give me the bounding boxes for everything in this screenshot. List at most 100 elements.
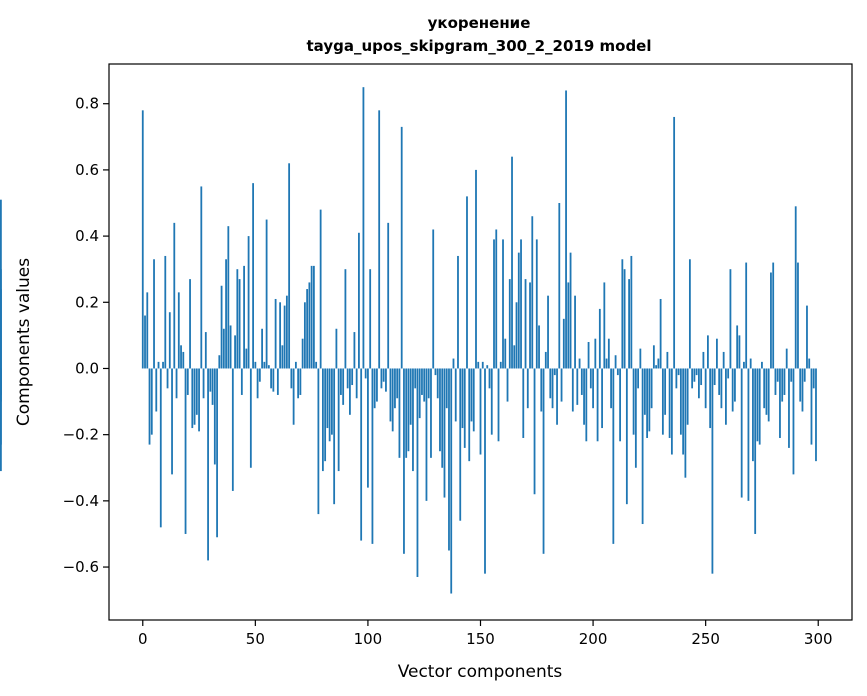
bar-226: [650, 368, 653, 409]
bar-64: [285, 295, 288, 369]
bar-63: [283, 305, 286, 369]
bar-166: [515, 302, 518, 369]
bar-232: [664, 368, 667, 415]
bar-203: [598, 308, 601, 369]
bar-116: [403, 368, 405, 554]
bar-141: [459, 368, 462, 521]
bar-140: [457, 255, 459, 369]
bar-61: [279, 302, 282, 369]
bar-206: [605, 358, 608, 369]
bar-213: [621, 259, 624, 369]
bar-201: [594, 338, 597, 369]
bar-280: [772, 262, 775, 369]
bar-156: [493, 239, 495, 369]
bar-189: [567, 282, 570, 369]
bar-101: [369, 269, 372, 369]
y-tick-label: 0.2: [75, 293, 99, 311]
bar-112: [394, 368, 396, 409]
bar-221: [639, 348, 642, 369]
bar-148: [475, 169, 477, 369]
bar-135: [445, 368, 448, 409]
bar-76: [312, 265, 315, 369]
bar-122: [416, 368, 419, 577]
bar-99: [364, 368, 367, 379]
bar-168: [520, 239, 522, 369]
x-tick-label: 0: [138, 630, 148, 648]
bar-65: [288, 163, 291, 369]
bar-5: [153, 259, 155, 369]
x-axis-ticks: 0 50 100 150 200 250 300: [138, 620, 833, 648]
bar-190: [569, 252, 572, 369]
bar-277: [765, 368, 768, 415]
bar-224: [646, 368, 649, 438]
bar-287: [788, 368, 790, 448]
bar-119: [409, 368, 412, 425]
bar-84: [331, 368, 333, 435]
bar-231: [661, 368, 664, 435]
bar-121: [414, 368, 417, 389]
bar-272: [754, 368, 757, 534]
bar-237: [675, 368, 678, 389]
bar-290: [794, 206, 797, 369]
bar-211: [616, 368, 619, 376]
bar-115: [400, 126, 403, 369]
bar-264: [736, 325, 739, 369]
bar-25: [198, 368, 200, 432]
bar-285: [783, 368, 786, 395]
bar-218: [632, 368, 635, 435]
x-axis-label: Vector components: [398, 662, 563, 682]
bar-157: [495, 229, 498, 369]
bar-205: [603, 282, 606, 369]
bar-81: [324, 368, 327, 462]
x-tick-label: 150: [466, 630, 495, 648]
bar-38: [227, 226, 230, 369]
bar-159: [499, 361, 502, 369]
bar-282: [776, 368, 779, 382]
bar-260: [727, 368, 730, 379]
bar-248: [700, 368, 703, 386]
bar-108: [385, 368, 387, 392]
bar-72: [303, 302, 306, 369]
bar-238: [677, 368, 680, 376]
bar-75: [310, 265, 313, 369]
bar-29: [207, 368, 209, 561]
bar-183: [553, 368, 556, 376]
y-tick-label: 0.6: [75, 161, 99, 179]
y-tick-label: 0.0: [75, 359, 99, 377]
bar-242: [686, 368, 689, 425]
bar-245: [693, 368, 696, 382]
bar-113: [396, 368, 399, 399]
bar-56: [267, 365, 270, 369]
bar-227: [652, 345, 655, 369]
bar-102: [371, 368, 374, 544]
bar-266: [740, 368, 743, 498]
bar-259: [725, 368, 727, 425]
bar-51: [256, 368, 259, 399]
bar-35: [220, 285, 223, 369]
bar-271: [752, 368, 754, 462]
bar-7: [157, 361, 160, 369]
bar-291: [797, 262, 799, 369]
bar-50: [254, 361, 257, 369]
bar-257: [720, 368, 723, 409]
bar-92: [349, 368, 351, 415]
bar-214: [623, 269, 626, 369]
bar-110: [389, 368, 392, 422]
bar-109: [387, 222, 390, 369]
bar-149: [477, 361, 480, 369]
bar-70: [299, 368, 302, 395]
bar-59: [274, 298, 277, 369]
bar-178: [542, 368, 545, 554]
bar-73: [306, 289, 309, 369]
bar-172: [529, 282, 531, 369]
bar-261: [729, 269, 732, 369]
bar-71: [301, 338, 304, 369]
bar-154: [488, 368, 491, 389]
bar-256: [718, 368, 721, 395]
chart-title-line-2: tayga_upos_skipgram_300_2_2019 model: [307, 37, 652, 55]
bar-74: [308, 282, 311, 369]
bar-83: [328, 368, 331, 442]
bar-125: [423, 368, 426, 402]
bar-48: [249, 368, 252, 468]
